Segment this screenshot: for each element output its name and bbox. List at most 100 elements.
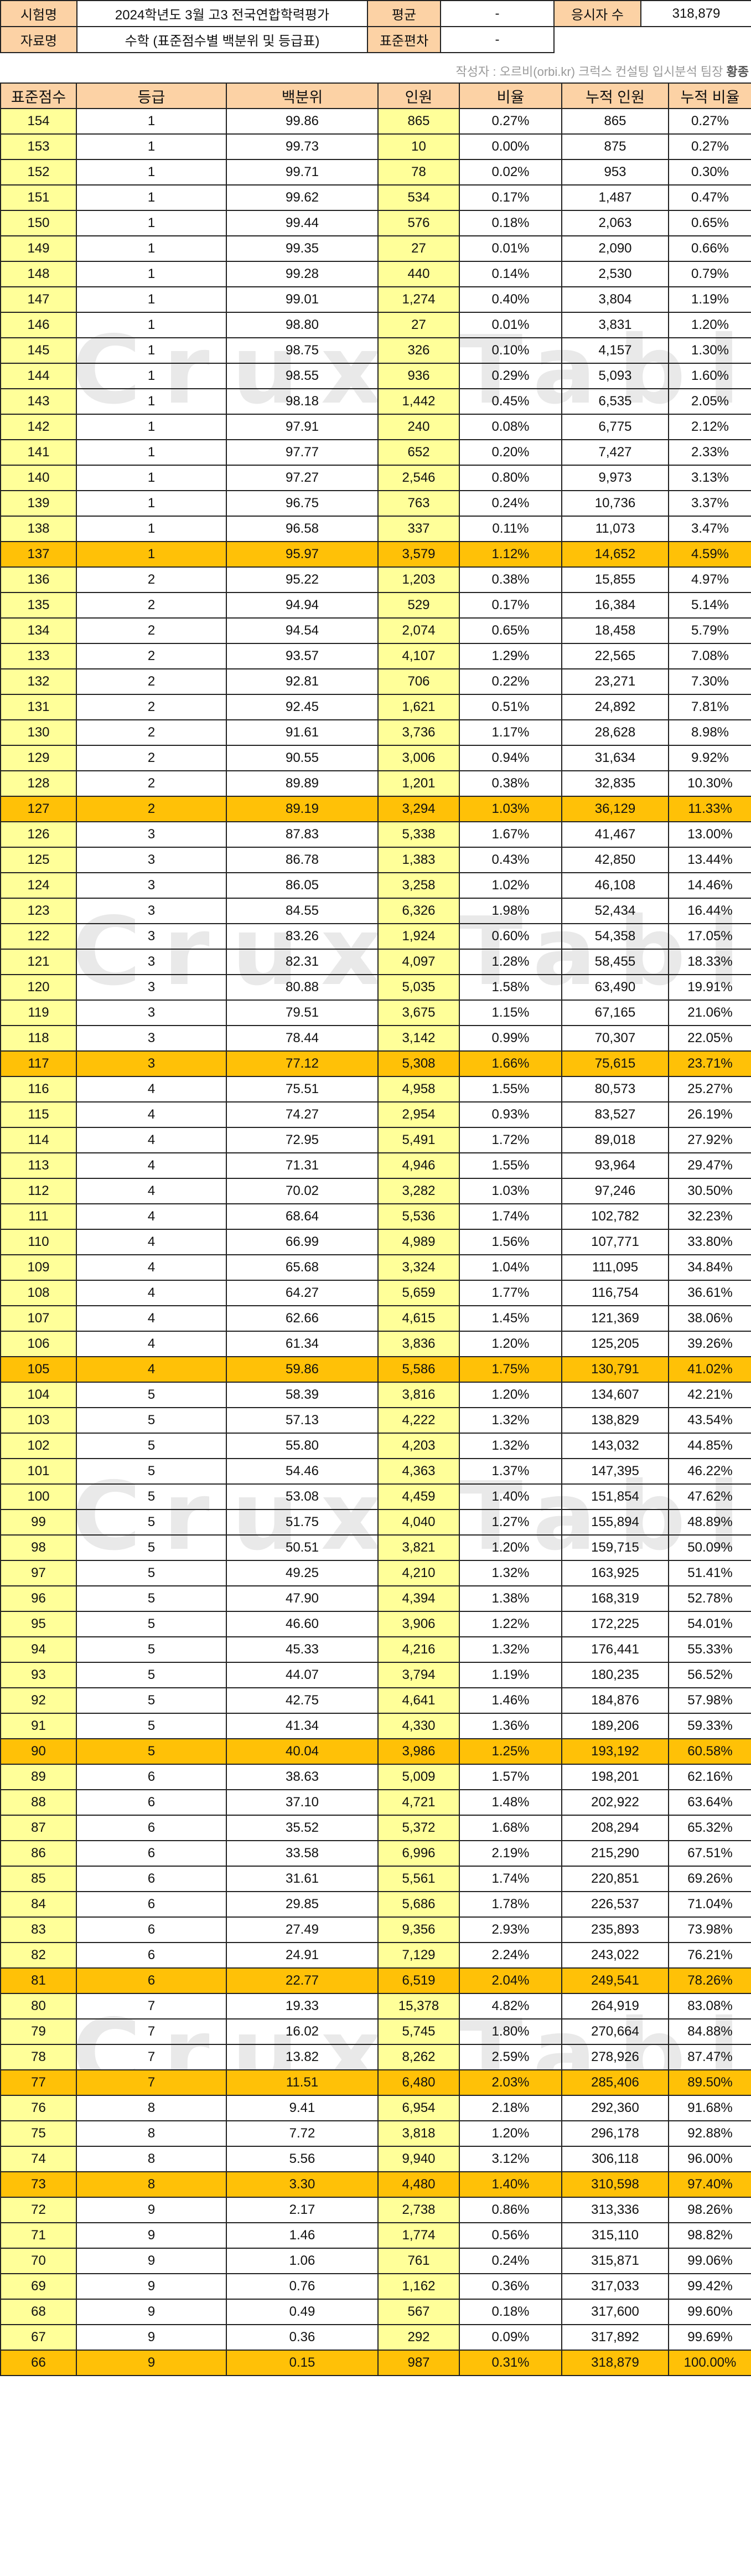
count-cell: 1,203 xyxy=(377,566,460,593)
percentile-cell: 95.22 xyxy=(226,566,379,593)
grade-cell: 5 xyxy=(76,1611,227,1637)
grade-cell: 5 xyxy=(76,1585,227,1612)
grade-cell: 9 xyxy=(76,2324,227,2351)
cumulative-count-cell: 31,634 xyxy=(561,745,669,771)
table-row: 95 5 46.60 3,906 1.22% 172,225 54.01% xyxy=(0,1611,751,1637)
grade-cell: 6 xyxy=(76,1916,227,1943)
table-row: 118 3 78.44 3,142 0.99% 70,307 22.05% xyxy=(0,1025,751,1052)
count-cell: 5,536 xyxy=(377,1203,460,1230)
table-row: 142 1 97.91 240 0.08% 6,775 2.12% xyxy=(0,414,751,440)
ratio-cell: 0.38% xyxy=(459,770,562,797)
count-cell: 4,989 xyxy=(377,1229,460,1255)
table-row: 108 4 64.27 5,659 1.77% 116,754 36.61% xyxy=(0,1280,751,1306)
cumulative-count-cell: 83,527 xyxy=(561,1101,669,1128)
count-cell: 6,954 xyxy=(377,2095,460,2121)
grade-cell: 1 xyxy=(76,541,227,568)
cumulative-count-cell: 138,829 xyxy=(561,1407,669,1434)
table-row: 102 5 55.80 4,203 1.32% 143,032 44.85% xyxy=(0,1433,751,1459)
percentile-cell: 1.46 xyxy=(226,2222,379,2249)
column-header: 백분위 xyxy=(226,83,379,109)
ratio-cell: 0.10% xyxy=(459,337,562,364)
empty-cell xyxy=(641,27,751,53)
cumulative-count-cell: 264,919 xyxy=(561,1993,669,2019)
cumulative-count-cell: 159,715 xyxy=(561,1534,669,1561)
grade-cell: 9 xyxy=(76,2350,227,2376)
table-row: 94 5 45.33 4,216 1.32% 176,441 55.33% xyxy=(0,1636,751,1663)
standard-score-cell: 94 xyxy=(0,1636,77,1663)
table-row: 126 3 87.83 5,338 1.67% 41,467 13.00% xyxy=(0,821,751,848)
standard-score-cell: 72 xyxy=(0,2197,77,2223)
column-header: 등급 xyxy=(76,83,227,109)
grade-cell: 8 xyxy=(76,2120,227,2147)
percentile-cell: 3.30 xyxy=(226,2171,379,2198)
count-cell: 4,363 xyxy=(377,1458,460,1485)
table-row: 70 9 1.06 761 0.24% 315,871 99.06% xyxy=(0,2248,751,2274)
grade-cell: 1 xyxy=(76,388,227,415)
cumulative-ratio-cell: 16.44% xyxy=(668,898,751,924)
ratio-cell: 1.29% xyxy=(459,643,562,669)
grade-cell: 2 xyxy=(76,719,227,746)
grade-cell: 3 xyxy=(76,974,227,1001)
ratio-cell: 0.27% xyxy=(459,108,562,135)
table-row: 72 9 2.17 2,738 0.86% 313,336 98.26% xyxy=(0,2197,751,2223)
percentile-cell: 55.80 xyxy=(226,1433,379,1459)
count-cell: 4,097 xyxy=(377,949,460,975)
percentile-cell: 47.90 xyxy=(226,1585,379,1612)
percentile-cell: 65.68 xyxy=(226,1254,379,1281)
ratio-cell: 1.28% xyxy=(459,949,562,975)
standard-score-cell: 123 xyxy=(0,898,77,924)
grade-cell: 9 xyxy=(76,2222,227,2249)
percentile-cell: 86.78 xyxy=(226,847,379,873)
cumulative-ratio-cell: 13.00% xyxy=(668,821,751,848)
table-row: 135 2 94.94 529 0.17% 16,384 5.14% xyxy=(0,592,751,619)
grade-cell: 1 xyxy=(76,465,227,491)
cumulative-count-cell: 46,108 xyxy=(561,872,669,899)
standard-score-cell: 67 xyxy=(0,2324,77,2351)
table-row: 76 8 9.41 6,954 2.18% 292,360 91.68% xyxy=(0,2095,751,2121)
ratio-cell: 0.99% xyxy=(459,1025,562,1052)
grade-cell: 5 xyxy=(76,1433,227,1459)
percentile-cell: 90.55 xyxy=(226,745,379,771)
table-row: 74 8 5.56 9,940 3.12% 306,118 96.00% xyxy=(0,2146,751,2172)
cumulative-ratio-cell: 7.30% xyxy=(668,668,751,695)
percentile-cell: 78.44 xyxy=(226,1025,379,1052)
standard-score-cell: 140 xyxy=(0,465,77,491)
standard-score-cell: 138 xyxy=(0,516,77,542)
cumulative-ratio-cell: 36.61% xyxy=(668,1280,751,1306)
percentile-cell: 0.76 xyxy=(226,2273,379,2300)
count-cell: 865 xyxy=(377,108,460,135)
grade-cell: 5 xyxy=(76,1407,227,1434)
table-row: 130 2 91.61 3,736 1.17% 28,628 8.98% xyxy=(0,719,751,746)
percentile-cell: 29.85 xyxy=(226,1891,379,1918)
cumulative-ratio-cell: 47.62% xyxy=(668,1483,751,1510)
grade-cell: 6 xyxy=(76,1789,227,1816)
cumulative-count-cell: 176,441 xyxy=(561,1636,669,1663)
ratio-cell: 1.32% xyxy=(459,1560,562,1586)
cumulative-count-cell: 198,201 xyxy=(561,1764,669,1790)
cumulative-count-cell: 2,530 xyxy=(561,261,669,287)
grade-cell: 8 xyxy=(76,2095,227,2121)
grade-cell: 2 xyxy=(76,643,227,669)
count-cell: 1,442 xyxy=(377,388,460,415)
count-cell: 5,586 xyxy=(377,1356,460,1383)
count-cell: 4,107 xyxy=(377,643,460,669)
standard-score-cell: 79 xyxy=(0,2018,77,2045)
percentile-cell: 83.26 xyxy=(226,923,379,950)
count-cell: 5,308 xyxy=(377,1050,460,1077)
cumulative-ratio-cell: 30.50% xyxy=(668,1178,751,1204)
grade-cell: 7 xyxy=(76,2018,227,2045)
grade-cell: 3 xyxy=(76,1050,227,1077)
ratio-cell: 0.31% xyxy=(459,2350,562,2376)
table-row: 149 1 99.35 27 0.01% 2,090 0.66% xyxy=(0,235,751,262)
standard-score-cell: 120 xyxy=(0,974,77,1001)
standard-score-cell: 131 xyxy=(0,694,77,720)
ratio-cell: 0.60% xyxy=(459,923,562,950)
count-cell: 1,274 xyxy=(377,286,460,313)
standard-score-cell: 152 xyxy=(0,159,77,186)
column-header: 누적 비율 xyxy=(668,83,751,109)
cumulative-count-cell: 184,876 xyxy=(561,1687,669,1714)
standard-score-cell: 126 xyxy=(0,821,77,848)
percentile-cell: 95.97 xyxy=(226,541,379,568)
count-cell: 3,906 xyxy=(377,1611,460,1637)
cumulative-ratio-cell: 0.27% xyxy=(668,133,751,160)
